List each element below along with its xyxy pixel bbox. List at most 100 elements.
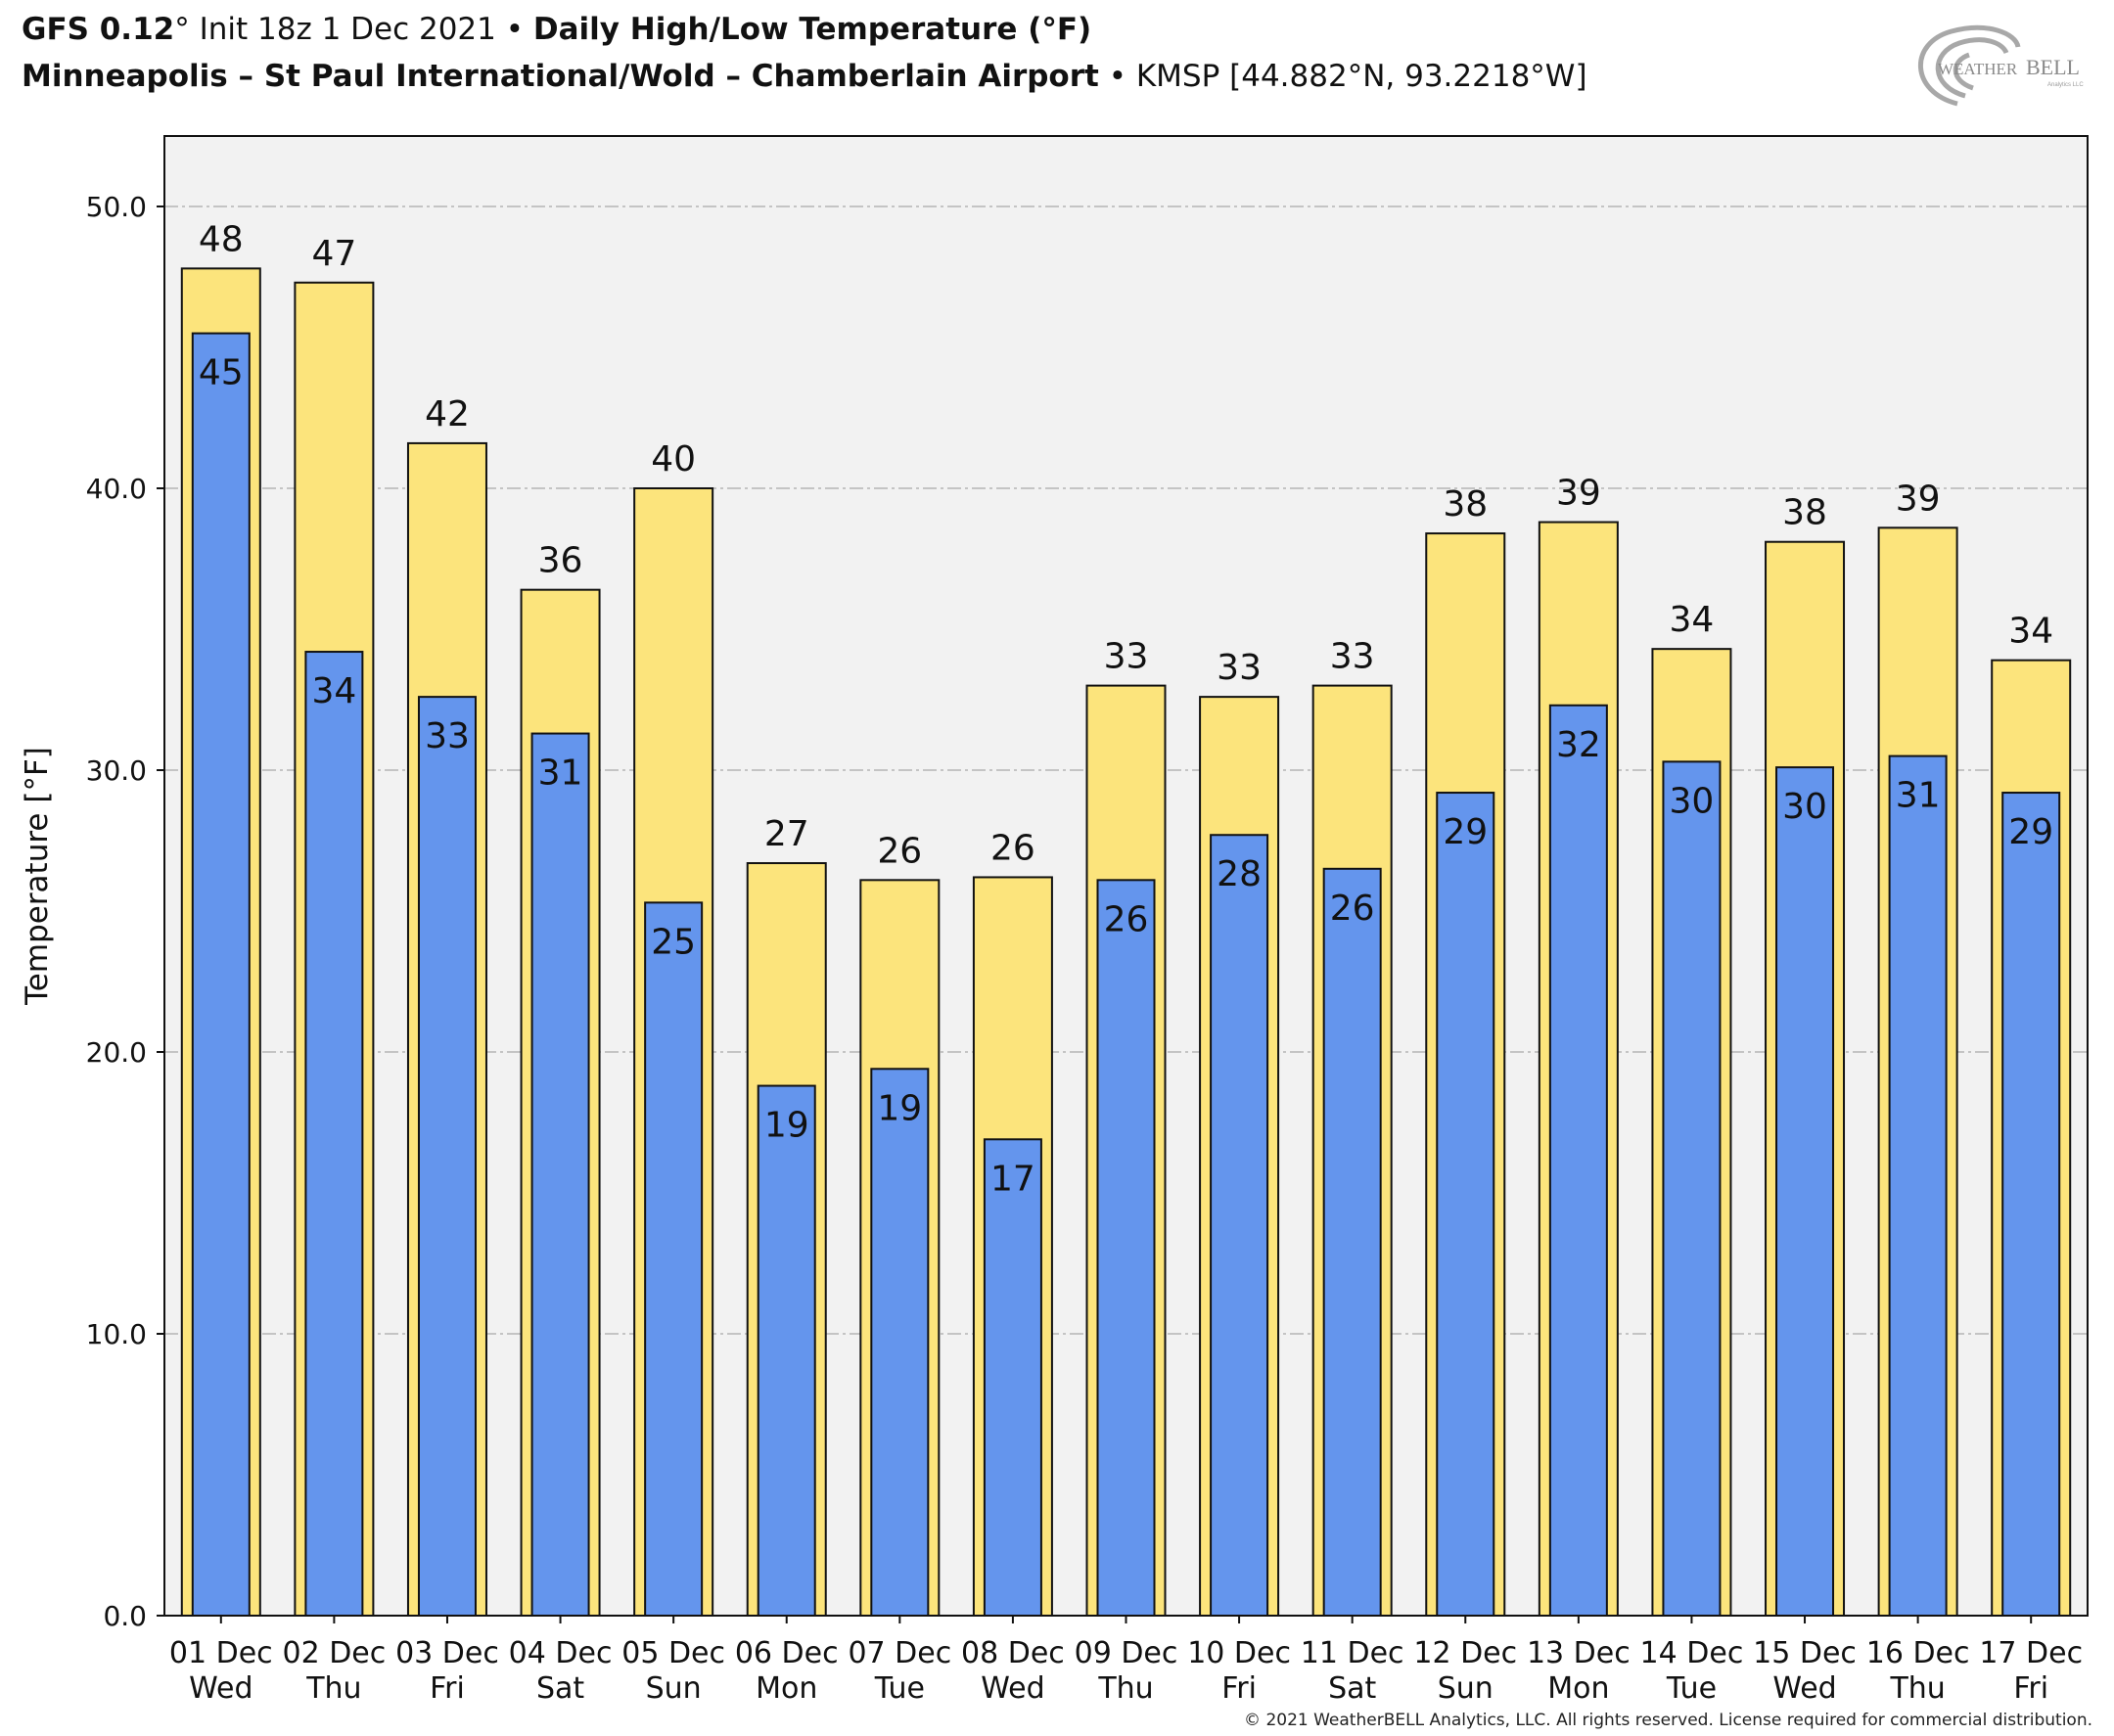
high-temp-label: 26: [877, 831, 922, 871]
low-temp-bar: [2001, 792, 2061, 1617]
x-tick-label-day: Sun: [1438, 1671, 1494, 1706]
low-temp-label: 25: [651, 922, 696, 962]
high-temp-label: 38: [1782, 493, 1827, 533]
x-tick-label-day: Wed: [1772, 1671, 1836, 1706]
y-tick-label: 10.0: [86, 1318, 147, 1350]
high-temp-label: 39: [1896, 479, 1941, 519]
model-degree: °: [174, 12, 190, 47]
high-temp-label: 36: [538, 541, 583, 581]
x-tick-label-date: 06 Dec: [735, 1636, 839, 1670]
x-tick-label-date: 11 Dec: [1301, 1636, 1404, 1670]
low-temp-label: 31: [1896, 776, 1941, 816]
low-temp-label: 19: [764, 1106, 809, 1146]
x-tick-label-date: 04 Dec: [509, 1636, 613, 1670]
high-temp-label: 26: [990, 828, 1035, 868]
product-title: Daily High/Low Temperature (°F): [532, 12, 1092, 47]
x-tick-label-day: Mon: [1547, 1671, 1609, 1706]
station-info: KMSP [44.882°N, 93.2218°W]: [1135, 59, 1587, 94]
location-separator: •: [1098, 59, 1136, 94]
low-temp-bar: [304, 651, 364, 1617]
high-temp-label: 40: [651, 439, 696, 480]
high-temp-label: 33: [1217, 648, 1262, 688]
low-temp-bar: [417, 696, 477, 1617]
x-tick-label-day: Thu: [1889, 1671, 1945, 1706]
x-tick-label-date: 09 Dec: [1075, 1636, 1178, 1670]
x-tick-label-day: Mon: [756, 1671, 817, 1706]
low-temp-bar: [1210, 834, 1269, 1617]
y-axis-label: Temperature [°F]: [20, 747, 55, 1006]
x-tick-label-date: 13 Dec: [1527, 1636, 1631, 1670]
low-temp-label: 28: [1217, 854, 1262, 894]
location-name: Minneapolis – St Paul International/Wold…: [22, 59, 1099, 94]
y-tick-label: 20.0: [86, 1036, 147, 1069]
high-temp-label: 33: [1104, 637, 1149, 677]
logo-text-left: WEATHER: [1938, 60, 2018, 78]
x-tick-label-day: Thu: [1097, 1671, 1153, 1706]
logo-subtext: Analytics LLC: [2047, 82, 2084, 88]
x-tick-label-date: 07 Dec: [848, 1636, 951, 1670]
low-temp-label: 30: [1670, 781, 1715, 821]
x-tick-label-day: Tue: [874, 1671, 925, 1706]
low-temp-label: 29: [1443, 812, 1488, 852]
high-temp-label: 34: [1670, 600, 1715, 640]
x-tick-label-day: Thu: [305, 1671, 361, 1706]
x-tick-label-date: 16 Dec: [1866, 1636, 1970, 1670]
x-tick-label-day: Wed: [189, 1671, 253, 1706]
weatherbell-logo: WEATHER BELL Analytics LLC: [1917, 24, 2084, 107]
x-tick-label-day: Sat: [1328, 1671, 1376, 1706]
x-tick-label-date: 14 Dec: [1640, 1636, 1744, 1670]
high-temp-label: 27: [764, 814, 809, 854]
x-tick-label-day: Sat: [536, 1671, 584, 1706]
low-temp-bar: [644, 901, 704, 1617]
model-name: GFS 0.12: [22, 12, 175, 47]
x-tick-label-date: 03 Dec: [395, 1636, 499, 1670]
y-tick-label: 50.0: [86, 191, 147, 223]
low-temp-label: 31: [538, 754, 583, 794]
x-tick-label-day: Wed: [981, 1671, 1044, 1706]
low-temp-label: 45: [199, 353, 244, 393]
low-temp-bar: [191, 332, 251, 1618]
high-temp-label: 42: [425, 394, 470, 434]
low-temp-label: 26: [1330, 889, 1375, 929]
low-temp-bar: [1436, 792, 1495, 1617]
x-tick-label-date: 10 Dec: [1187, 1636, 1291, 1670]
low-temp-bar: [1548, 704, 1608, 1617]
y-tick-label: 0.0: [103, 1600, 147, 1632]
location-line: Minneapolis – St Paul International/Wold…: [22, 59, 1587, 94]
high-temp-label: 38: [1443, 484, 1488, 525]
low-temp-bar: [983, 1138, 1042, 1618]
high-temp-label: 47: [311, 234, 356, 274]
low-temp-bar: [1322, 867, 1382, 1617]
x-tick-label-date: 12 Dec: [1413, 1636, 1517, 1670]
chart-title-line: GFS 0.12° Init 18z 1 Dec 2021 • Daily Hi…: [22, 12, 1091, 47]
low-temp-label: 26: [1104, 899, 1149, 939]
low-temp-label: 32: [1556, 725, 1601, 765]
x-tick-label-date: 01 Dec: [169, 1636, 273, 1670]
low-temp-label: 29: [2008, 812, 2053, 852]
x-tick-label-date: 15 Dec: [1753, 1636, 1857, 1670]
plot-frame: [163, 135, 2089, 1617]
low-temp-label: 19: [877, 1088, 922, 1128]
x-tick-label-date: 05 Dec: [621, 1636, 725, 1670]
logo-text-right: BELL: [2026, 55, 2080, 79]
x-tick-label-date: 02 Dec: [282, 1636, 386, 1670]
low-temp-bar: [1888, 754, 1948, 1617]
x-tick-label-date: 17 Dec: [1979, 1636, 2083, 1670]
y-tick-label: 40.0: [86, 473, 147, 505]
x-tick-label-day: Sun: [646, 1671, 702, 1706]
low-temp-bar: [757, 1084, 816, 1618]
title-separator: •: [495, 12, 533, 47]
low-temp-bar: [870, 1068, 930, 1617]
low-temp-label: 17: [990, 1159, 1035, 1199]
x-tick-label-day: Fri: [1221, 1671, 1257, 1706]
copyright-notice: © 2021 WeatherBELL Analytics, LLC. All r…: [1244, 1711, 2092, 1730]
low-temp-bar: [1775, 766, 1835, 1617]
high-temp-label: 48: [199, 219, 244, 259]
x-tick-label-day: Fri: [430, 1671, 465, 1706]
high-temp-label: 34: [2008, 612, 2053, 652]
high-temp-label: 39: [1556, 474, 1601, 514]
low-temp-bar: [1662, 760, 1722, 1617]
x-tick-label-day: Fri: [2013, 1671, 2048, 1706]
low-temp-bar: [530, 732, 590, 1617]
